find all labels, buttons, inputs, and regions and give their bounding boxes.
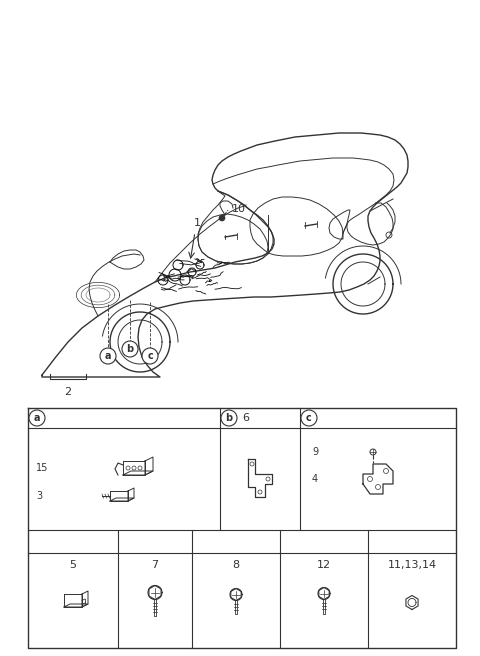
Text: 2: 2 [64,387,72,397]
Text: 11,13,14: 11,13,14 [387,560,437,570]
Circle shape [122,341,138,357]
Text: a: a [105,351,111,361]
Text: 8: 8 [232,560,240,570]
Text: 10: 10 [232,204,246,214]
Circle shape [142,348,158,364]
Text: c: c [147,351,153,361]
Text: b: b [226,413,233,423]
Text: 5: 5 [70,560,76,570]
Text: 6: 6 [242,413,249,423]
Text: 3: 3 [36,491,42,501]
Circle shape [100,348,116,364]
Circle shape [29,410,45,426]
Text: 7: 7 [151,560,158,570]
Text: a: a [34,413,40,423]
Circle shape [219,215,225,221]
Text: 9: 9 [312,447,318,457]
Circle shape [221,410,237,426]
Text: 12: 12 [317,560,331,570]
Text: 4: 4 [312,474,318,484]
Text: b: b [126,344,133,354]
Circle shape [301,410,317,426]
Text: c: c [306,413,312,423]
Text: 15: 15 [36,463,48,473]
Text: 1: 1 [193,218,201,228]
